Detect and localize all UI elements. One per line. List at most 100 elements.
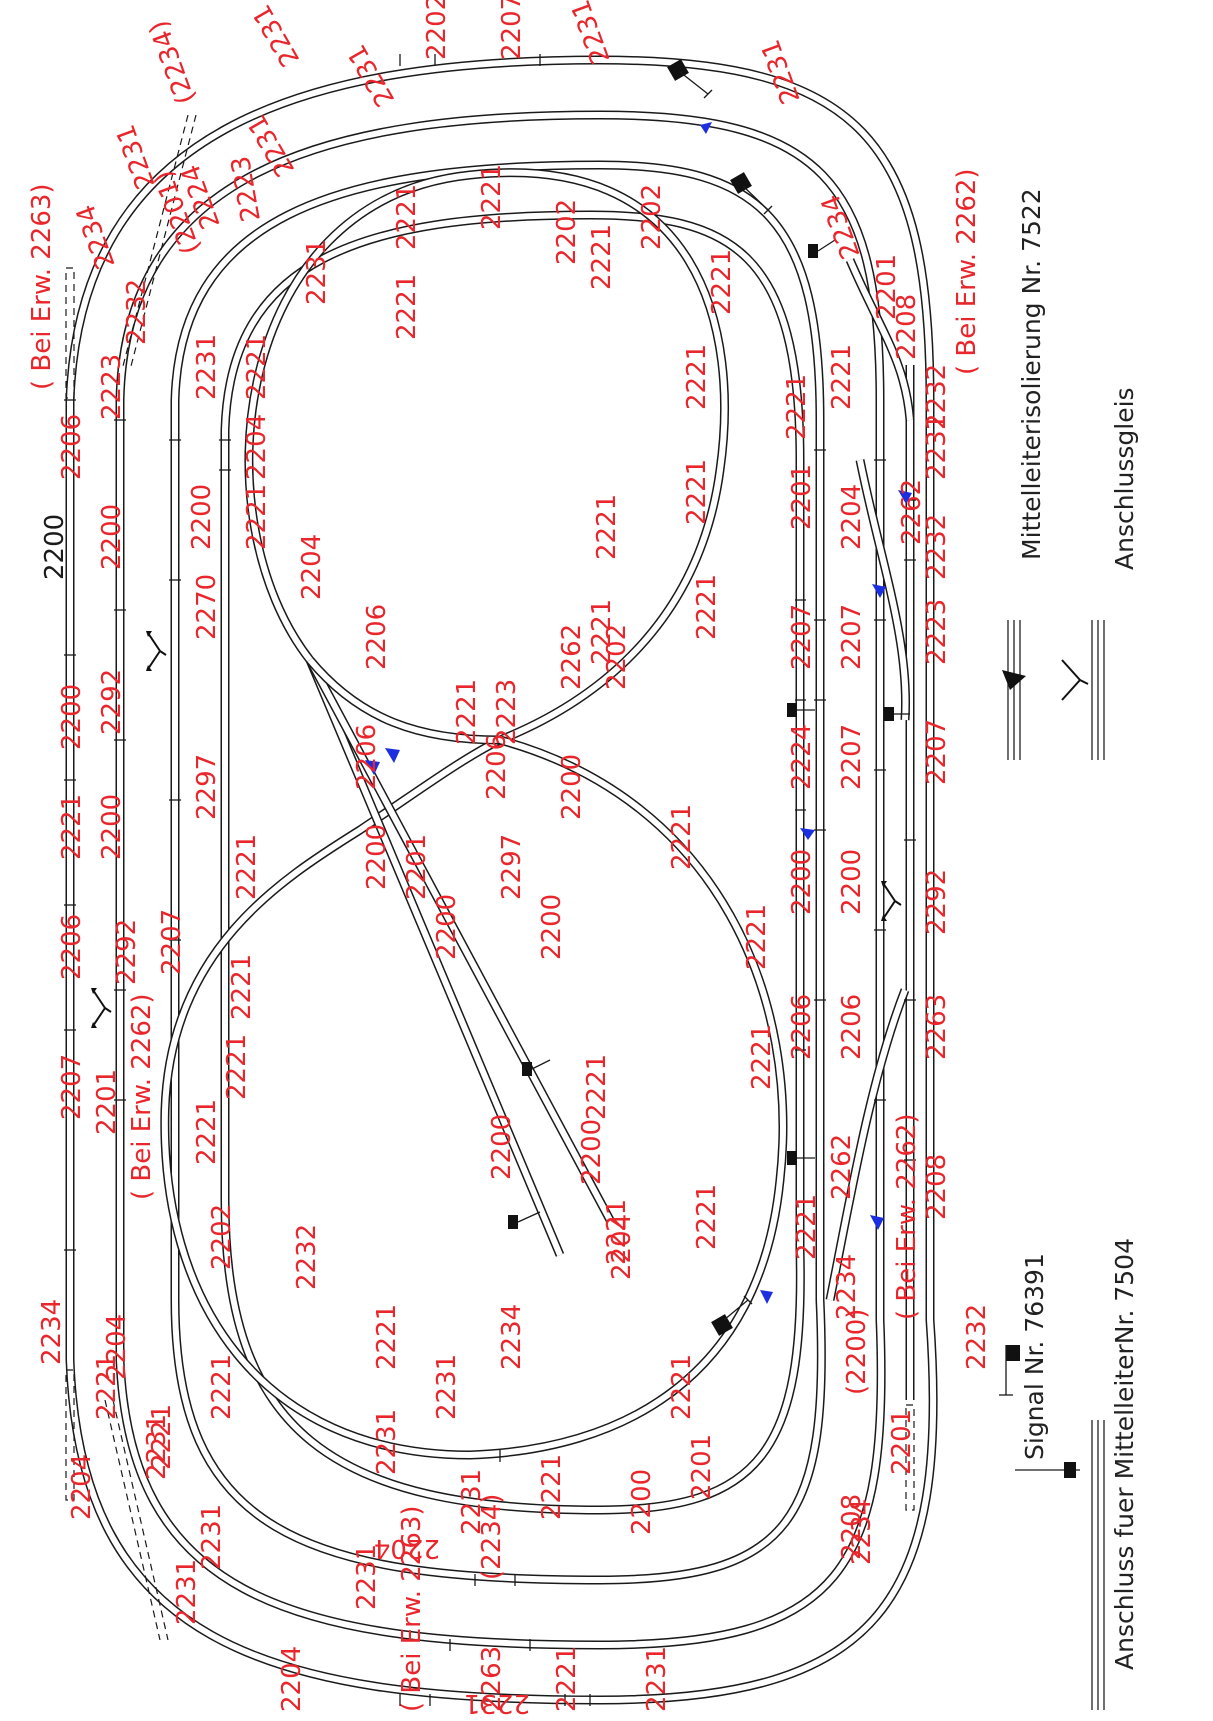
track-label: 2221	[552, 1646, 582, 1712]
track-label: 2204	[277, 1646, 307, 1712]
track-label: 2221	[692, 1184, 722, 1250]
track-label: 2221	[537, 1454, 567, 1520]
track-label: 2200	[837, 849, 867, 915]
track-label: 2221	[92, 1354, 122, 1420]
track-label: 2292	[922, 869, 952, 935]
track-label: 2221	[372, 1304, 402, 1370]
track-label: (2200)	[842, 1309, 872, 1395]
track-label: 2200	[432, 894, 462, 960]
track-label: ( Bei Erw. 2263)	[27, 183, 57, 390]
track-label: 2201	[787, 464, 817, 530]
track-label: 2221	[692, 574, 722, 640]
track-label: 2262	[897, 479, 927, 545]
track-label: 2221	[392, 274, 422, 340]
track-label: 2234	[37, 1299, 67, 1365]
track-label: 2206	[837, 994, 867, 1060]
legend-isolation-icon	[1002, 620, 1026, 760]
track-label: 2202	[422, 0, 452, 60]
track-label: 2221	[667, 804, 697, 870]
track-label: 2221	[242, 484, 272, 550]
track-label: 2232	[122, 279, 152, 345]
track-label: 2221	[392, 184, 422, 250]
track-label: 2201	[92, 1069, 122, 1135]
legend-isolation-label: Mittelleiterisolierung Nr. 7522	[1017, 188, 1046, 560]
track-label: 2221	[827, 344, 857, 410]
track-label: 2200	[97, 504, 127, 570]
track-label: 2223	[922, 599, 952, 665]
track-label: 2232	[292, 1224, 322, 1290]
track-label: 2231	[142, 1414, 172, 1480]
track-label: 2221	[232, 834, 262, 900]
track-label: 2221	[667, 1354, 697, 1420]
track-label: 2221	[222, 1034, 252, 1100]
track-label: 2263	[922, 994, 952, 1060]
track-label: 2200	[557, 754, 587, 820]
track-label: 2221	[242, 334, 272, 400]
legend-connector-label: Anschluss fuer MittelleiterNr. 7504	[1110, 1238, 1139, 1670]
feeder-icon	[146, 631, 166, 671]
track-label: 2221	[192, 1099, 222, 1165]
track-label: 2221	[792, 1194, 822, 1260]
track-label: 2204	[242, 414, 272, 480]
track-label: ( Bei Erw. 2262)	[952, 168, 982, 375]
track-label: 2231	[756, 35, 807, 107]
legend-siding-label: Anschlussgleis	[1110, 387, 1139, 570]
track-label: 2201	[887, 1409, 917, 1475]
track-label: 2208	[837, 1494, 867, 1560]
track-label: 2208	[922, 1154, 952, 1220]
track-label: 2200	[97, 794, 127, 860]
track-label: 2221	[587, 224, 617, 290]
isolation-mark	[385, 748, 400, 763]
track-label: 2221	[477, 164, 507, 230]
legend-signal-flag-icon	[999, 1345, 1020, 1395]
block-signal-icon	[508, 1212, 540, 1229]
track-label: 2223	[226, 154, 267, 224]
track-label: 2224	[787, 724, 817, 790]
track-label: 2207	[837, 724, 867, 790]
track-label: 2221	[782, 374, 812, 440]
track-label: 2206	[352, 724, 382, 790]
track-label: ( Bei Erw. 2262)	[892, 1113, 922, 1320]
track-label: (2234)	[144, 16, 202, 108]
track-label: 2207	[922, 719, 952, 785]
track-label: 2297	[497, 834, 527, 900]
track-label: ( Bei Erw. 2263)	[397, 1505, 427, 1712]
track-label: 2200	[487, 1114, 517, 1180]
feeder-icon	[91, 988, 111, 1028]
track-label: 2221	[592, 494, 622, 560]
track-label: 2207	[57, 1054, 87, 1120]
track-label: 2221	[207, 1354, 237, 1420]
track-label: 2206	[362, 604, 392, 670]
legend: Signal Nr. 76391 Anschluss fuer Mittelle…	[999, 188, 1139, 1710]
track-label: 2221	[742, 904, 772, 970]
track-label: 2202	[637, 184, 667, 250]
track-label: 2200	[627, 1469, 657, 1535]
track-label: 2200	[57, 684, 87, 750]
track-label: 2292	[112, 919, 142, 985]
track-label: 2270	[192, 574, 222, 640]
track-label: 2231	[432, 1354, 462, 1420]
track-label: 2201	[402, 834, 432, 900]
track-label: 2207	[837, 604, 867, 670]
track-label: 2231	[172, 1559, 202, 1625]
track-label: 2204	[297, 534, 327, 600]
legend-signal-label: Signal Nr. 76391	[1020, 1253, 1049, 1460]
track-label: 2221	[682, 459, 712, 525]
track-label: 2221	[227, 954, 257, 1020]
track-label: 2201	[687, 1434, 717, 1500]
track-label: 2221	[747, 1024, 777, 1090]
track-label: 2231	[457, 1469, 487, 1535]
track-label: 2231	[192, 334, 222, 400]
track-label: 2202	[602, 624, 632, 690]
track-label: 2234	[497, 1304, 527, 1370]
track-label: 2221	[682, 344, 712, 410]
track-label: 2202	[552, 199, 582, 265]
track-label: ( Bei Erw. 2262)	[127, 993, 157, 1200]
track-label: 2204	[607, 1214, 637, 1280]
track-label: 2200	[577, 1119, 607, 1185]
isolation-markers	[365, 122, 912, 1304]
track-label: 2221	[57, 794, 87, 860]
track-label: 2263	[477, 1646, 507, 1712]
isolation-mark	[760, 1290, 773, 1304]
